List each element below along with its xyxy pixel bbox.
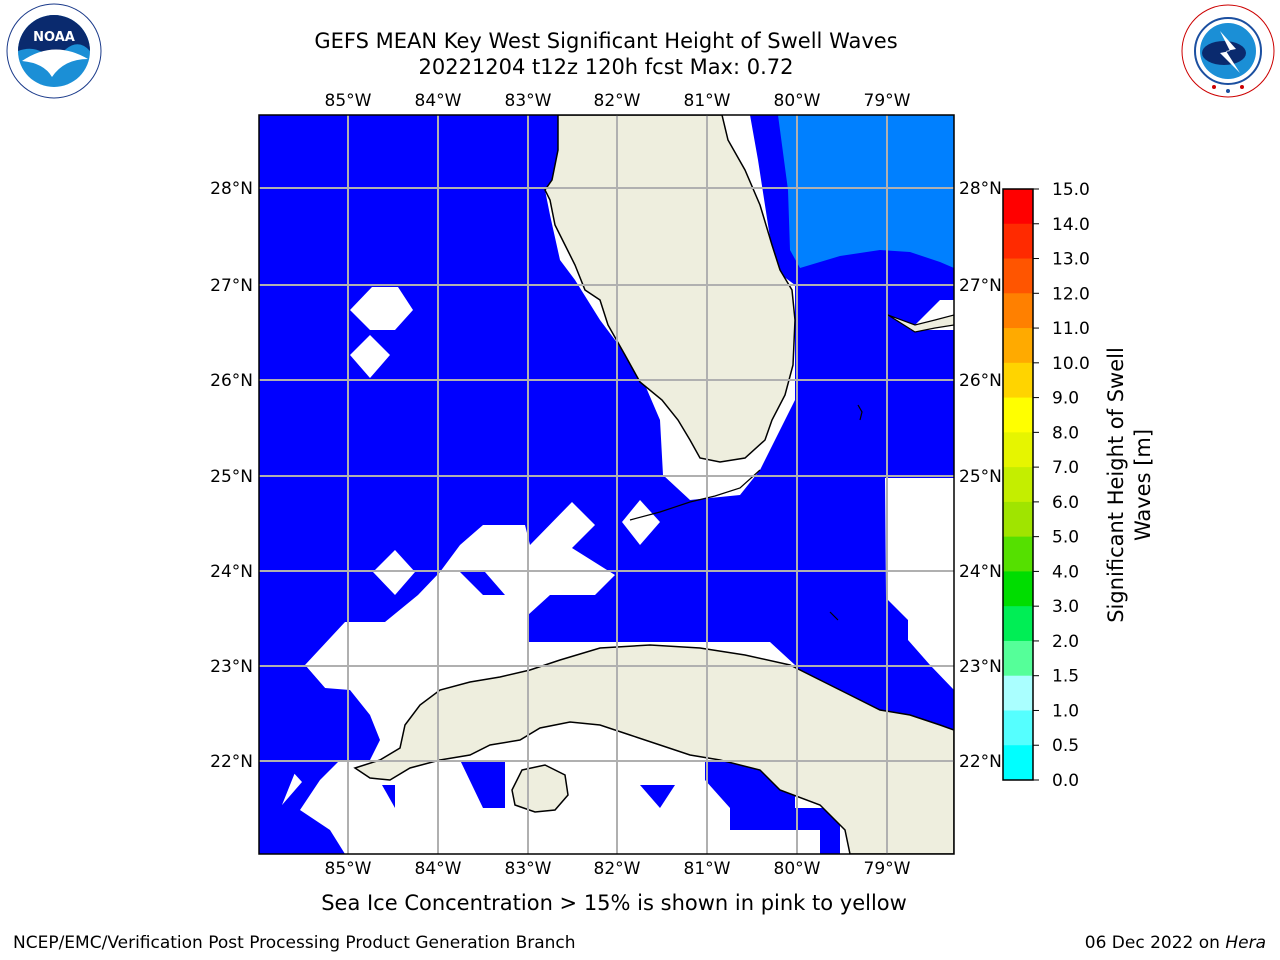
colorbar-segment [1003, 606, 1033, 642]
colorbar-segment [1003, 293, 1033, 329]
colorbar-segment [1003, 745, 1033, 781]
lat-label-right: 23°N [959, 657, 1002, 677]
ocean-patches [260, 572, 840, 854]
land-isla-de-la-juventud [511, 764, 569, 813]
land-andros [829, 404, 863, 621]
colorbar-tick-label: 9.0 [1052, 389, 1079, 409]
land-florida [544, 115, 796, 463]
colorbar-segment [1003, 328, 1033, 364]
lat-label-left: 26°N [210, 371, 253, 391]
colorbar-segment [1003, 710, 1033, 746]
lat-label-right: 22°N [959, 752, 1002, 772]
colorbar-segment [1003, 467, 1033, 503]
colorbar-tick-label: 13.0 [1052, 250, 1090, 270]
gridlines [259, 115, 954, 854]
colorbar-tick-label: 2.0 [1052, 632, 1079, 652]
footer-date-text: 06 Dec 2022 on [1084, 933, 1226, 953]
sea-ice-caption: Sea Ice Concentration > 15% is shown in … [321, 891, 907, 915]
lon-label-top: 83°W [505, 91, 552, 111]
lon-label-bottom: 81°W [684, 859, 731, 879]
noaa-logo-text: NOAA [33, 30, 75, 45]
colorbar-segment [1003, 362, 1033, 399]
colorbar-tick-label: 1.0 [1052, 701, 1079, 721]
swell-region-0.5-1.0 [778, 115, 954, 268]
lon-label-bottom: 85°W [325, 859, 372, 879]
colorbar-segment [1003, 189, 1033, 225]
land-cuba [353, 644, 954, 854]
colorbar-segment [1003, 258, 1033, 294]
nws-logo-icon [1181, 4, 1275, 98]
lon-label-bottom: 82°W [594, 859, 641, 879]
colorbar-tick-label: 12.0 [1052, 284, 1090, 304]
lat-label-left: 25°N [210, 467, 253, 487]
lat-label-left: 22°N [210, 752, 253, 772]
lon-label-top: 84°W [415, 91, 462, 111]
lon-label-top: 82°W [594, 91, 641, 111]
lon-label-top: 85°W [325, 91, 372, 111]
colorbar-tick-label: 0.0 [1052, 771, 1079, 791]
colorbar-segment [1003, 223, 1033, 260]
land-bahamas [887, 314, 954, 333]
chart-subtitle: 20221204 t12z 120h fcst Max: 0.72 [418, 55, 794, 79]
footer-credit: NCEP/EMC/Verification Post Processing Pr… [13, 933, 576, 953]
lat-label-right: 28°N [959, 179, 1002, 199]
lon-label-bottom: 80°W [774, 859, 821, 879]
colorbar-tick-label: 8.0 [1052, 423, 1079, 443]
colorbar-tick-label: 5.0 [1052, 528, 1079, 548]
lat-label-right: 24°N [959, 562, 1002, 582]
lat-label-right: 26°N [959, 371, 1002, 391]
lat-label-left: 23°N [210, 657, 253, 677]
lon-label-bottom: 84°W [415, 859, 462, 879]
colorbar-segment [1003, 675, 1033, 711]
noaa-logo-icon: NOAA [6, 3, 102, 99]
lon-label-bottom: 83°W [505, 859, 552, 879]
land-keys [629, 469, 761, 521]
colorbar-tick-label: 14.0 [1052, 215, 1090, 235]
chart-title: GEFS MEAN Key West Significant Height of… [314, 29, 898, 53]
colorbar-label-line1: Significant Height of Swell [1104, 347, 1128, 623]
colorbar-tick-label: 7.0 [1052, 458, 1079, 478]
lon-label-top: 79°W [864, 91, 911, 111]
lat-label-right: 27°N [959, 276, 1002, 296]
colorbar: 15.0 14.0 13.0 12.0 11.0 10.0 9.0 8.0 7.0 6.0 5.0 4… [1002, 180, 1090, 791]
lat-label-left: 24°N [210, 562, 253, 582]
colorbar-frame [1002, 188, 1034, 781]
lon-label-top: 80°W [774, 91, 821, 111]
colorbar-tick-label: 10.0 [1052, 354, 1090, 374]
colorbar-segment [1003, 432, 1033, 468]
map-frame [258, 114, 955, 855]
colorbar-tick-label: 0.5 [1052, 736, 1079, 756]
axis-labels: 85°W 85°W 84°W 84°W 83°W 83°W 82°W 82°W 81°W 81°W… [210, 91, 1002, 879]
colorbar-tick-label: 11.0 [1052, 319, 1090, 339]
lon-label-bottom: 79°W [864, 859, 911, 879]
colorbar-tick-label: 6.0 [1052, 493, 1079, 513]
colorbar-tick-label: 15.0 [1052, 180, 1090, 200]
colorbar-segment [1003, 571, 1033, 607]
colorbar-segment [1003, 501, 1033, 538]
colorbar-segment [1003, 536, 1033, 572]
lat-label-left: 27°N [210, 276, 253, 296]
colorbar-tick-label: 1.5 [1052, 667, 1079, 687]
colorbar-tick-label: 4.0 [1052, 562, 1079, 582]
lon-label-top: 81°W [684, 91, 731, 111]
colorbar-label-line2: Waves [m] [1131, 429, 1155, 541]
colorbar-segment [1003, 397, 1033, 433]
footer-host: Hera [1225, 933, 1266, 953]
footer-date: 06 Dec 2022 on Hera [1085, 933, 1266, 953]
lat-label-right: 25°N [959, 467, 1002, 487]
lat-label-left: 28°N [210, 179, 253, 199]
colorbar-tick-label: 3.0 [1052, 597, 1079, 617]
colorbar-segment [1003, 640, 1033, 677]
